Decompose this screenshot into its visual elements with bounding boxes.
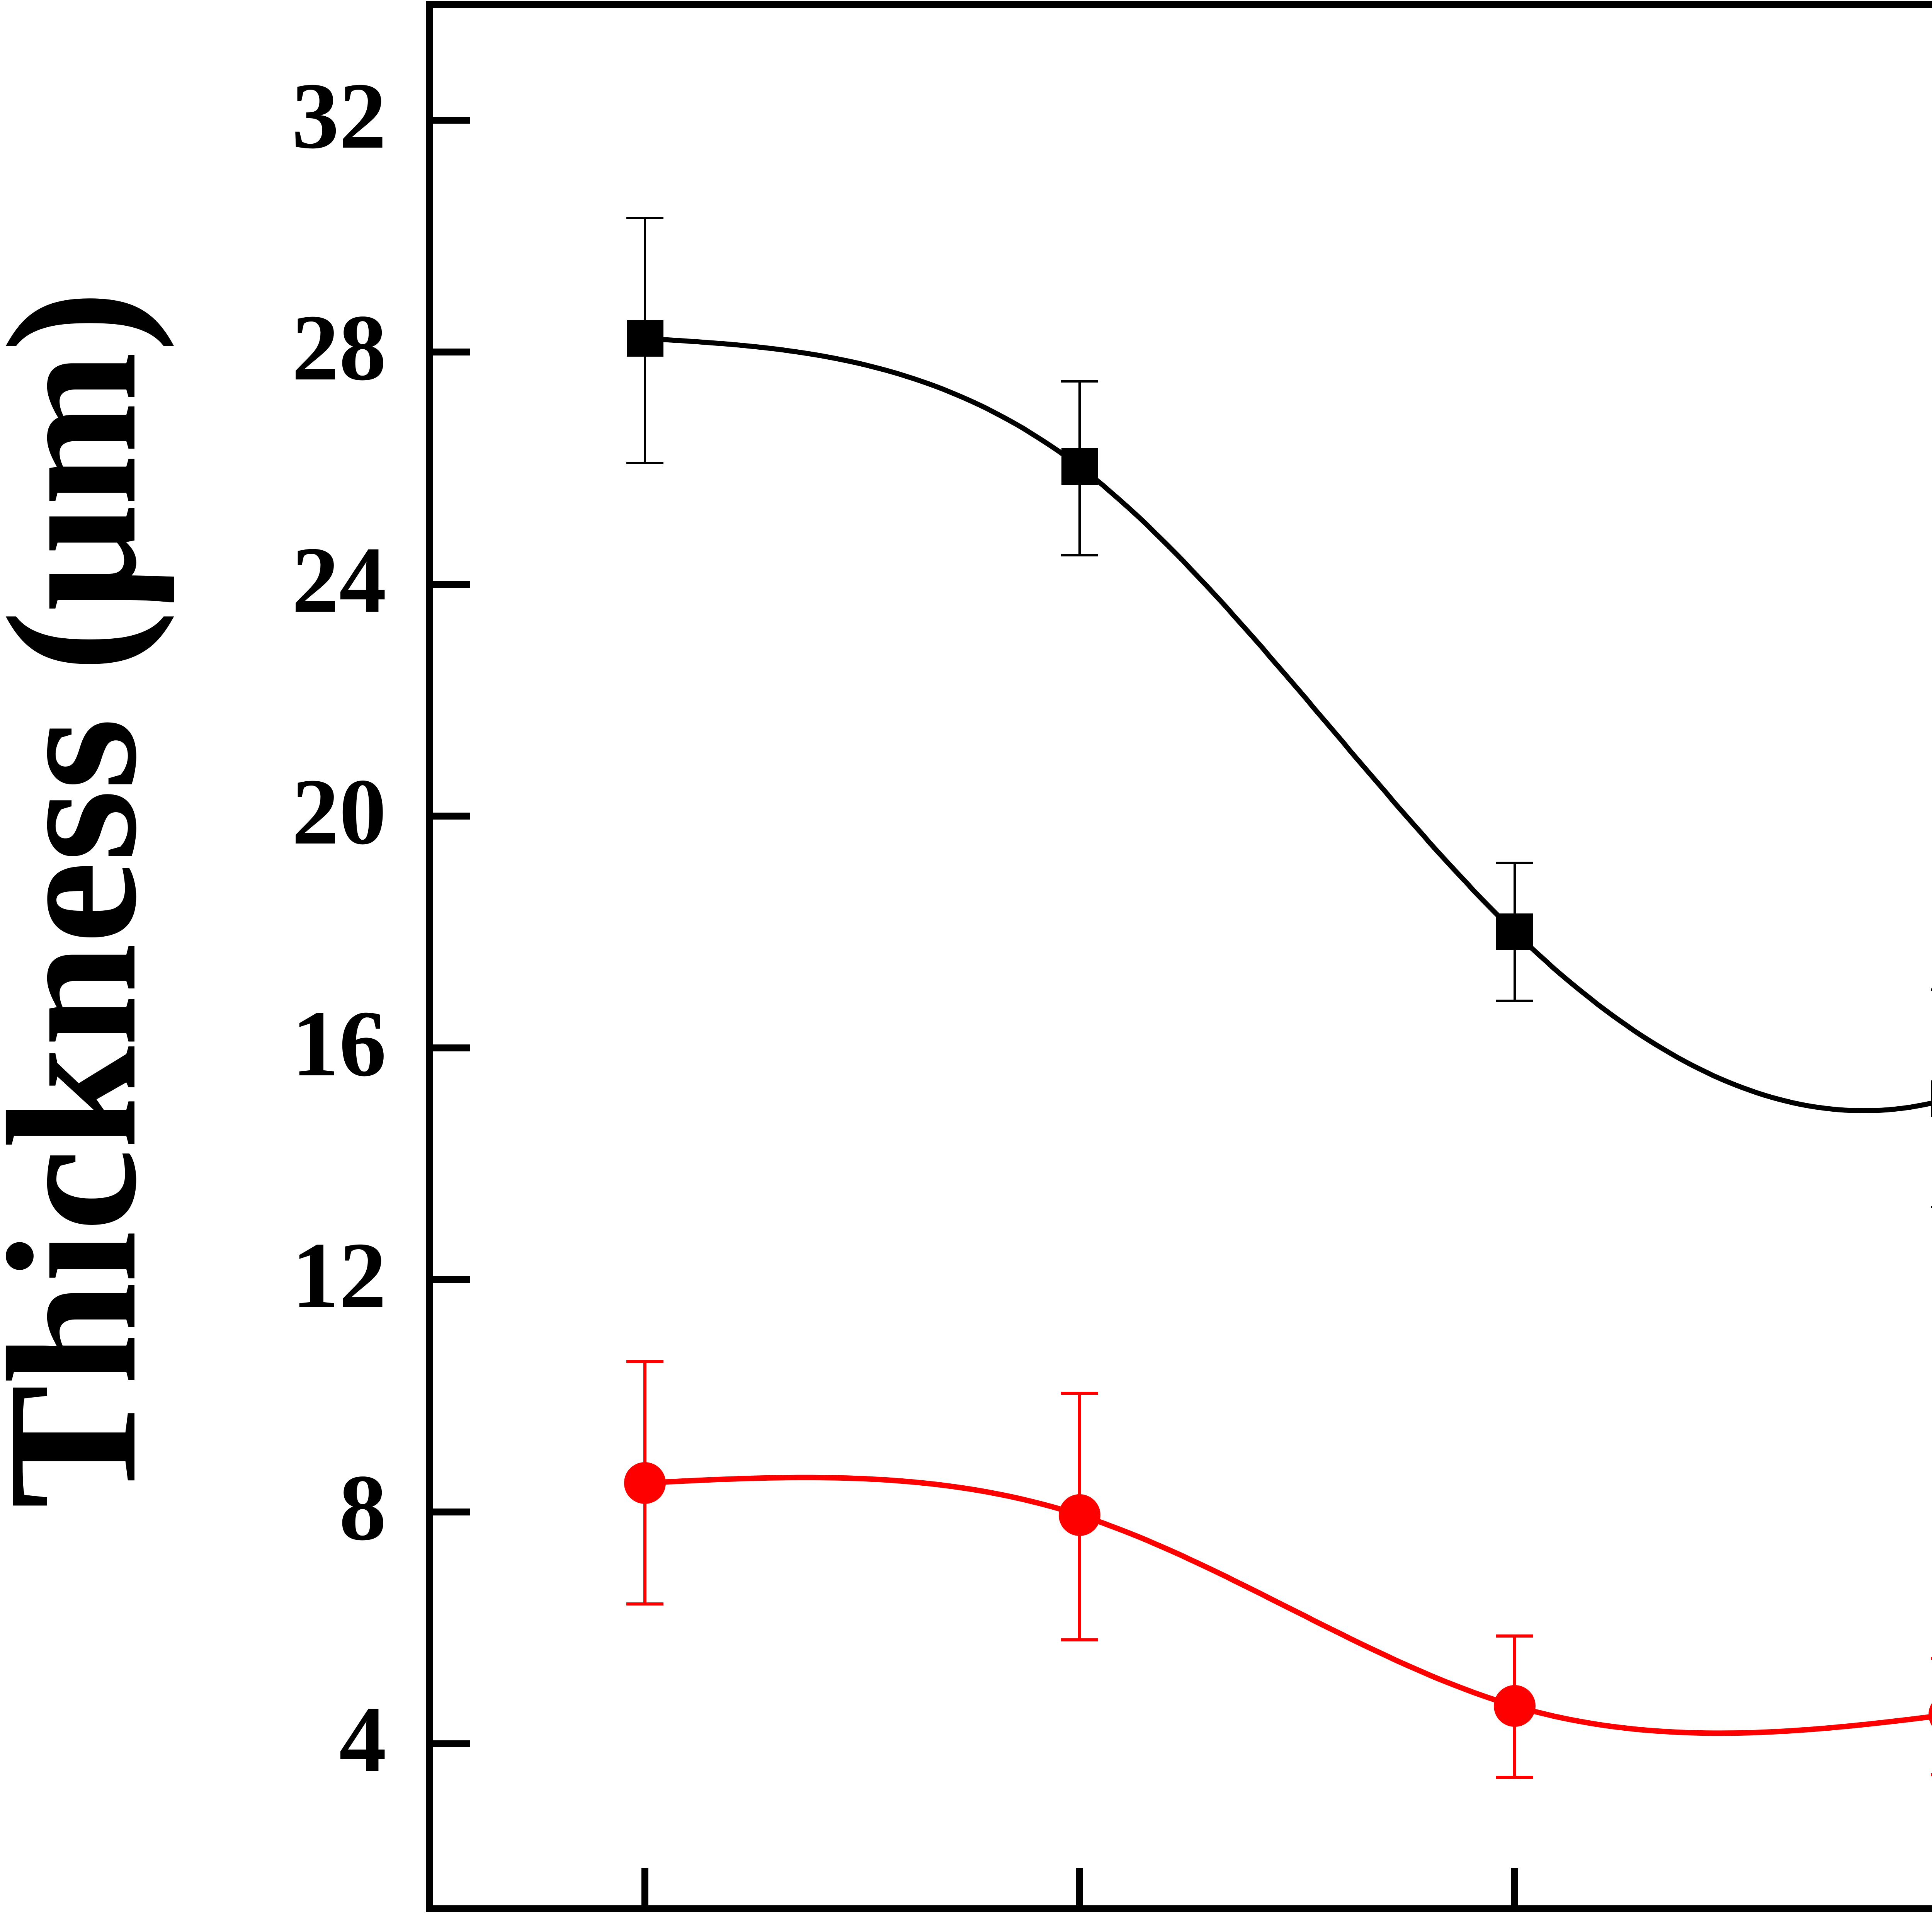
- svg-text:0.10%: 0.10%: [1812, 1928, 1932, 1932]
- svg-text:0%: 0%: [569, 1928, 721, 1932]
- svg-text:28: 28: [292, 295, 386, 400]
- svg-text:12: 12: [292, 1223, 386, 1328]
- svg-text:16: 16: [292, 991, 386, 1096]
- svg-text:20: 20: [292, 759, 386, 864]
- svg-text:8: 8: [339, 1455, 387, 1560]
- svg-text:24: 24: [292, 527, 386, 632]
- svg-text:0.01%: 0.01%: [942, 1928, 1218, 1932]
- svg-text:Thickness (μm): Thickness (μm): [0, 291, 175, 1509]
- svg-text:4: 4: [339, 1687, 387, 1792]
- svg-text:32: 32: [292, 63, 386, 168]
- svg-text:0.05%: 0.05%: [1377, 1928, 1653, 1932]
